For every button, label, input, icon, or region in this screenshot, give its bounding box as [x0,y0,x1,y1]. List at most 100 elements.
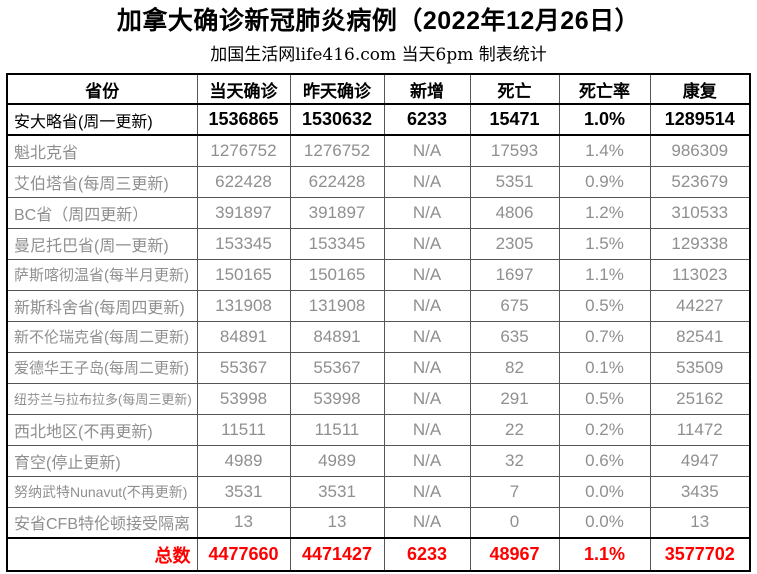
table-row-11: 育空(停止更新) 4989 4989 N/A 32 0.6% 4947 [6,444,751,477]
table-row-5-yesterday: 150165 [289,258,385,291]
table-row-6-today: 131908 [196,289,291,322]
table-row-8-recovered: 53509 [649,351,751,384]
table-row-5-death_rate: 1.1% [558,258,651,291]
table-row-11-death_rate: 0.6% [558,444,651,477]
table-row-4-label: 曼尼托巴省(周一更新) [6,227,198,260]
table-row-3-today: 391897 [196,196,291,229]
table-row-3-recovered: 310533 [649,196,751,229]
table-row-3: BC省（周四更新） 391897 391897 N/A 4806 1.2% 310533 [6,196,751,229]
table-row-0-yesterday: 1530632 [289,103,385,136]
table-row-2-recovered: 523679 [649,165,751,198]
table-row-7-deaths: 635 [469,320,560,353]
table-row-7-today: 84891 [196,320,291,353]
table-row-13-death_rate: 0.0% [558,506,651,539]
table-row-12-yesterday: 3531 [289,475,385,508]
table-row-12-new: N/A [383,475,471,508]
table-row-5-today: 150165 [196,258,291,291]
table-row-7: 新不伦瑞克省(每周二更新) 84891 84891 N/A 635 0.7% 82541 [6,320,751,353]
page-subtitle: 加国生活网life416.com 当天6pm 制表统计 [210,45,547,65]
table-row-0-today: 1536865 [196,103,291,136]
table-row-10-label: 西北地区(不再更新) [6,413,198,446]
table-row-8-deaths: 82 [469,351,560,384]
table-row-7-death_rate: 0.7% [558,320,651,353]
covid-cases-table: 省份 当天确诊 昨天确诊 新增 死亡 死亡率 康复 安大略省(周一更新) 1536865 153… [6,73,751,572]
table-row-10-today: 11511 [196,413,291,446]
table-row-10-deaths: 22 [469,413,560,446]
table-row-12-deaths: 7 [469,475,560,508]
table-row-13-deaths: 0 [469,506,560,539]
table-row-1-new: N/A [383,134,471,167]
table-row-0-deaths: 15471 [469,103,560,136]
column-header-4: 死亡 [469,73,560,105]
table-row-4-death_rate: 1.5% [558,227,651,260]
table-row-9: 纽芬兰与拉布拉多(每周三更新) 53998 53998 N/A 291 0.5% 25162 [6,382,751,415]
table-row-4-today: 153345 [196,227,291,260]
total-row-new: 6233 [383,537,471,572]
total-row-today: 4477660 [196,537,291,572]
column-header-6: 康复 [649,73,751,105]
table-row-6: 新斯科舍省(每周四更新) 131908 131908 N/A 675 0.5% 44227 [6,289,751,322]
table-row-0-new: 6233 [383,103,471,136]
table-row-4-deaths: 2305 [469,227,560,260]
table-row-0-label: 安大略省(周一更新) [6,103,198,136]
table-row-3-new: N/A [383,196,471,229]
table-row-1-yesterday: 1276752 [289,134,385,167]
table-row-0-recovered: 1289514 [649,103,751,136]
table-row-5-label: 萨斯喀彻温省(每半月更新) [6,258,198,291]
table-row-12-recovered: 3435 [649,475,751,508]
table-row-13-label: 安省CFB特伦顿接受隔离 [6,506,198,539]
table-row-4-yesterday: 153345 [289,227,385,260]
table-row-1-recovered: 986309 [649,134,751,167]
total-row: 总数 4477660 4471427 6233 48967 1.1% 3577702 [6,537,751,572]
column-header-2: 昨天确诊 [289,73,385,105]
table-row-11-deaths: 32 [469,444,560,477]
table-row-9-deaths: 291 [469,382,560,415]
total-row-recovered: 3577702 [649,537,751,572]
total-row-death_rate: 1.1% [558,537,651,572]
table-row-6-recovered: 44227 [649,289,751,322]
table-row-3-deaths: 4806 [469,196,560,229]
table-row-8: 爱德华王子岛(每周二更新) 55367 55367 N/A 82 0.1% 53509 [6,351,751,384]
table-row-4-new: N/A [383,227,471,260]
table-row-7-label: 新不伦瑞克省(每周二更新) [6,320,198,353]
table-row-11-today: 4989 [196,444,291,477]
table-row-0-death_rate: 1.0% [558,103,651,136]
table-row-12-death_rate: 0.0% [558,475,651,508]
table-row-2-yesterday: 622428 [289,165,385,198]
table-row-8-yesterday: 55367 [289,351,385,384]
table-row-13-yesterday: 13 [289,506,385,539]
table-row-2-new: N/A [383,165,471,198]
table-row-2-deaths: 5351 [469,165,560,198]
table-row-6-new: N/A [383,289,471,322]
table-row-5: 萨斯喀彻温省(每半月更新) 150165 150165 N/A 1697 1.1% 1130… [6,258,751,291]
table-row-4: 曼尼托巴省(周一更新) 153345 153345 N/A 2305 1.5% 129338 [6,227,751,260]
table-row-12-label: 努纳武特Nunavut(不再更新) [6,475,198,508]
table-row-8-label: 爱德华王子岛(每周二更新) [6,351,198,384]
table-row-11-yesterday: 4989 [289,444,385,477]
table-row-12: 努纳武特Nunavut(不再更新) 3531 3531 N/A 7 0.0% 3435 [6,475,751,508]
table-row-4-recovered: 129338 [649,227,751,260]
column-header-0: 省份 [6,73,198,105]
total-row-deaths: 48967 [469,537,560,572]
table-row-5-recovered: 113023 [649,258,751,291]
table-row-0: 安大略省(周一更新) 1536865 1530632 6233 15471 1.0% 128… [6,103,751,136]
table-row-8-new: N/A [383,351,471,384]
table-row-2-label: 艾伯塔省(每周三更新) [6,165,198,198]
table-row-13-new: N/A [383,506,471,539]
table-row-12-today: 3531 [196,475,291,508]
table-row-1-death_rate: 1.4% [558,134,651,167]
table-row-13-today: 13 [196,506,291,539]
table-row-6-label: 新斯科舍省(每周四更新) [6,289,198,322]
table-row-11-label: 育空(停止更新) [6,444,198,477]
covid-stats-page: 加拿大确诊新冠肺炎病例（2022年12月26日） 加国生活网life416.co… [0,5,757,574]
total-row-yesterday: 4471427 [289,537,385,572]
table-row-6-death_rate: 0.5% [558,289,651,322]
table-row-5-deaths: 1697 [469,258,560,291]
column-header-1: 当天确诊 [196,73,291,105]
table-row-1-label: 魁北克省 [6,134,198,167]
table-row-9-yesterday: 53998 [289,382,385,415]
table-row-1-deaths: 17593 [469,134,560,167]
table-row-5-new: N/A [383,258,471,291]
table-row-11-recovered: 4947 [649,444,751,477]
table-row-2: 艾伯塔省(每周三更新) 622428 622428 N/A 5351 0.9% 523679 [6,165,751,198]
